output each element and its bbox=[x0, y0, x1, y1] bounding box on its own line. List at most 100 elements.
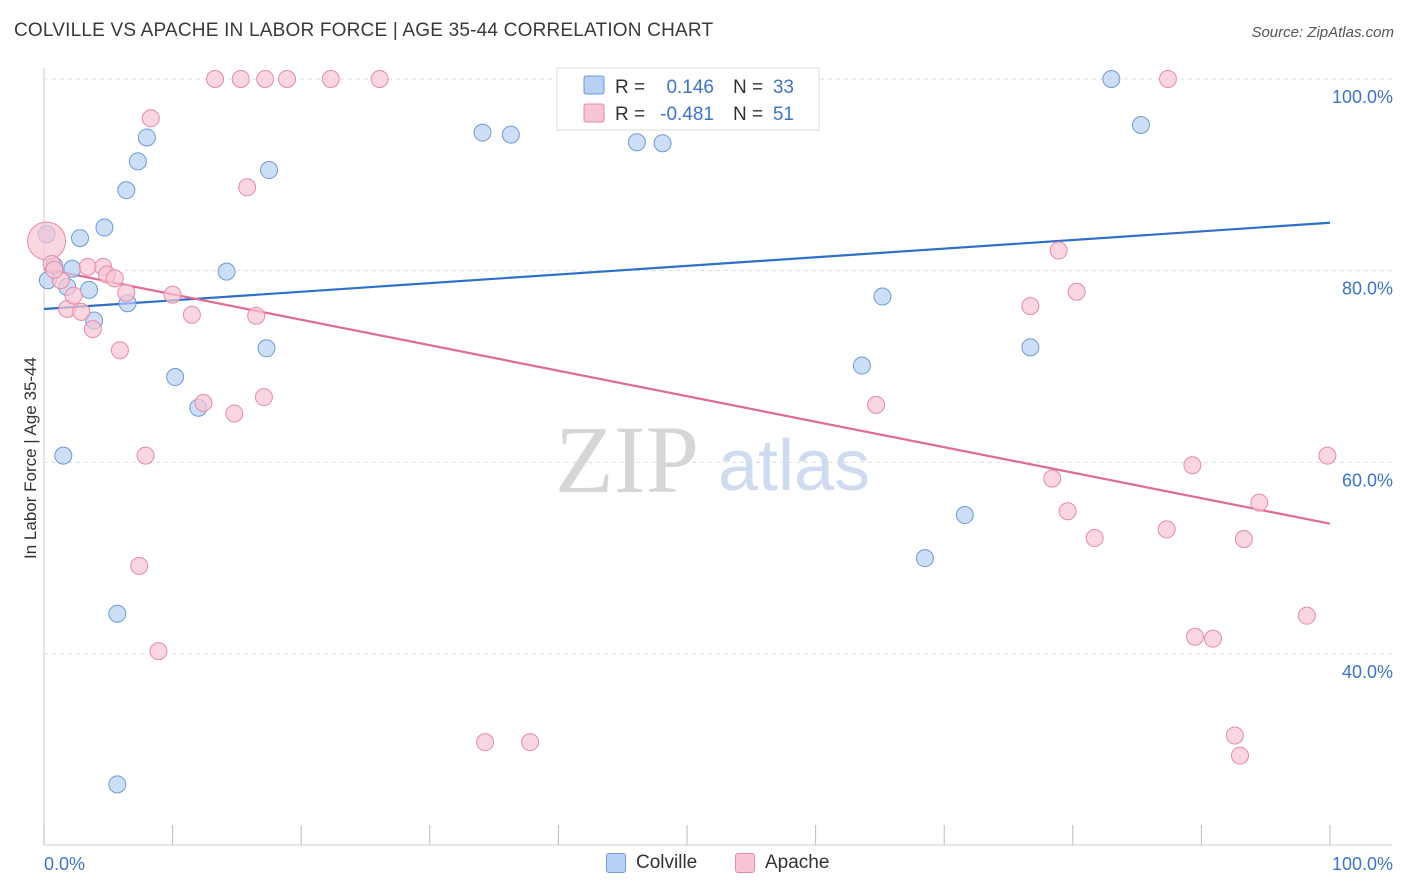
y-axis-label: In Labor Force | Age 35-44 bbox=[21, 357, 40, 559]
point-colville-23 bbox=[627, 133, 646, 152]
point-apache-27 bbox=[278, 70, 297, 88]
point-apache-30 bbox=[476, 733, 495, 752]
point-apache-41 bbox=[1183, 456, 1202, 475]
point-colville-11 bbox=[137, 128, 156, 147]
point-apache-48 bbox=[1297, 606, 1316, 625]
legend-label-colville: Colville bbox=[636, 852, 698, 873]
bottom-legend: Colville Apache bbox=[0, 848, 1406, 880]
y-tick-label-40: 40.0% bbox=[1342, 662, 1393, 682]
point-apache-46 bbox=[1234, 530, 1253, 548]
point-apache-5 bbox=[72, 302, 91, 321]
point-apache-29 bbox=[370, 70, 389, 88]
point-apache-47 bbox=[1250, 493, 1269, 512]
point-colville-26 bbox=[873, 287, 892, 306]
point-apache-32 bbox=[867, 395, 886, 414]
point-apache-14 bbox=[136, 446, 155, 465]
point-apache-42 bbox=[1185, 627, 1204, 646]
point-apache-28 bbox=[321, 70, 340, 88]
point-colville-19 bbox=[260, 161, 279, 180]
point-apache-43 bbox=[1203, 629, 1222, 648]
point-colville-24 bbox=[653, 134, 672, 153]
legend-swatch-colville bbox=[583, 75, 605, 95]
legend-n-label-colville: N = bbox=[733, 77, 763, 98]
y-tick-label-80: 80.0% bbox=[1342, 279, 1393, 299]
point-apache-35 bbox=[1049, 241, 1068, 260]
legend-item-colville: Colville bbox=[606, 852, 697, 874]
point-apache-6 bbox=[78, 257, 97, 276]
point-colville-14 bbox=[108, 775, 127, 794]
point-apache-31 bbox=[521, 733, 540, 752]
x-tick-label-max: 100.0% bbox=[1332, 854, 1393, 874]
legend-item-apache: Apache bbox=[735, 852, 829, 874]
point-apache-45 bbox=[1230, 746, 1249, 765]
legend-label-apache: Apache bbox=[765, 852, 830, 873]
trend-line-colville bbox=[43, 221, 1331, 311]
point-apache-38 bbox=[1085, 529, 1104, 548]
source-credit: Source: ZipAtlas.com bbox=[1251, 24, 1394, 41]
point-apache-24 bbox=[247, 306, 266, 325]
point-apache-15 bbox=[141, 109, 160, 128]
point-apache-44 bbox=[1225, 726, 1244, 745]
point-colville-17 bbox=[217, 262, 236, 281]
point-colville-10 bbox=[128, 152, 147, 171]
point-apache-25 bbox=[254, 388, 273, 407]
point-apache-16 bbox=[149, 642, 168, 661]
point-apache-34 bbox=[1043, 469, 1062, 488]
legend-r-label-colville: R = bbox=[615, 77, 645, 98]
point-colville-13 bbox=[108, 604, 127, 623]
point-apache-0 bbox=[27, 221, 67, 261]
point-colville-31 bbox=[1131, 116, 1150, 134]
point-apache-13 bbox=[130, 556, 149, 575]
legend-r-value-colville: 0.146 bbox=[666, 77, 714, 98]
point-apache-11 bbox=[110, 341, 129, 360]
point-apache-7 bbox=[83, 320, 102, 339]
point-apache-50 bbox=[45, 260, 64, 279]
point-colville-7 bbox=[95, 218, 114, 237]
point-colville-27 bbox=[915, 549, 934, 568]
point-apache-18 bbox=[182, 305, 201, 324]
legend-marker-apache bbox=[735, 853, 755, 873]
point-colville-18 bbox=[257, 339, 276, 358]
legend-n-label-apache: N = bbox=[733, 104, 763, 125]
legend-r-value-apache: -0.481 bbox=[660, 104, 714, 125]
point-colville-21 bbox=[501, 125, 520, 144]
point-apache-17 bbox=[163, 285, 182, 304]
point-apache-37 bbox=[1067, 282, 1086, 301]
point-colville-25 bbox=[852, 356, 871, 375]
point-apache-36 bbox=[1058, 502, 1077, 521]
legend-marker-colville bbox=[606, 853, 626, 873]
point-apache-39 bbox=[1157, 520, 1176, 539]
point-apache-4 bbox=[64, 286, 83, 305]
point-colville-9 bbox=[117, 181, 136, 200]
point-apache-23 bbox=[238, 178, 257, 197]
x-tick-label-min: 0.0% bbox=[44, 854, 85, 874]
point-apache-49 bbox=[1318, 446, 1337, 465]
point-apache-40 bbox=[1158, 70, 1177, 88]
point-apache-12 bbox=[117, 283, 136, 302]
point-colville-30 bbox=[1102, 70, 1121, 88]
point-colville-15 bbox=[166, 368, 185, 387]
watermark-zip: ZIP bbox=[555, 406, 699, 513]
point-apache-26 bbox=[256, 70, 275, 88]
point-apache-20 bbox=[206, 70, 225, 88]
legend-r-label-apache: R = bbox=[615, 104, 645, 125]
point-colville-28 bbox=[955, 506, 974, 525]
point-colville-12 bbox=[54, 446, 73, 465]
point-apache-21 bbox=[225, 404, 244, 423]
point-apache-19 bbox=[194, 393, 213, 412]
y-tick-label-100: 100.0% bbox=[1332, 87, 1393, 107]
legend-n-value-colville: 33 bbox=[773, 77, 794, 98]
y-tick-label-60: 60.0% bbox=[1342, 470, 1393, 490]
point-colville-4 bbox=[71, 229, 90, 248]
point-apache-10 bbox=[105, 269, 124, 288]
watermark-atlas: atlas bbox=[718, 426, 870, 506]
point-apache-33 bbox=[1021, 297, 1040, 316]
point-apache-22 bbox=[231, 70, 250, 88]
point-colville-5 bbox=[80, 280, 99, 299]
legend-n-value-apache: 51 bbox=[773, 104, 794, 125]
chart-title: COLVILLE VS APACHE IN LABOR FORCE | AGE … bbox=[14, 20, 714, 41]
legend-box: R = 0.146 N = 33 R = -0.481 N = 51 bbox=[556, 67, 820, 131]
point-colville-29 bbox=[1021, 338, 1040, 357]
legend-swatch-apache bbox=[583, 103, 605, 123]
